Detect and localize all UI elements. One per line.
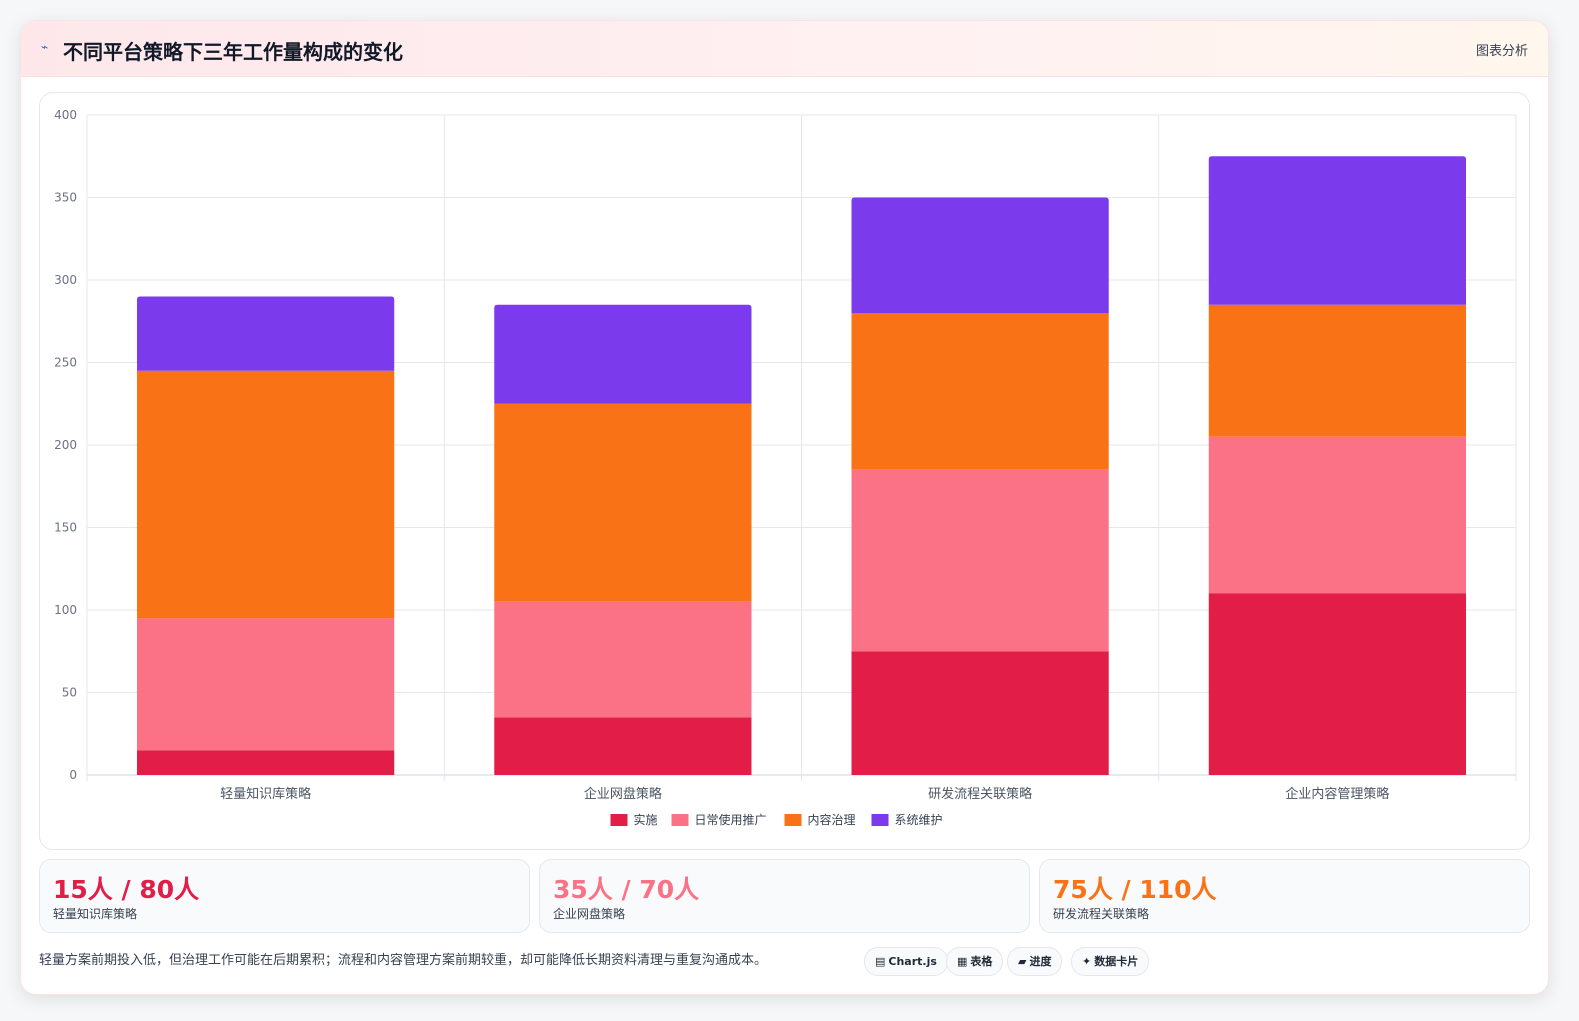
analysis-tag: 图表分析 (1475, 44, 1528, 59)
bar-segment (137, 296, 395, 371)
chip-progress[interactable]: ▰ 进度 (1007, 947, 1063, 976)
stat-label: 企业网盘策略 (553, 907, 626, 921)
y-tick-label: 200 (54, 438, 77, 452)
summary-note: 轻量方案前期投入低，但治理工作可能在后期累积；流程和内容管理方案前期较重，却可能… (39, 953, 768, 968)
bar-segment (494, 304, 752, 404)
bar-segment (137, 370, 395, 619)
legend-label: 内容治理 (808, 812, 856, 827)
chip-table[interactable]: ▦ 表格 (946, 947, 1004, 976)
stat-card-netdisk: 35人 / 70人 企业网盘策略 (539, 859, 1030, 933)
progress-icon: ▰ (1018, 955, 1027, 968)
bar-segment (1208, 304, 1466, 437)
y-tick-label: 400 (54, 108, 77, 122)
chip-data-card[interactable]: ✦ 数据卡片 (1071, 947, 1150, 976)
x-tick-label: 企业内容管理策略 (1285, 786, 1389, 802)
y-tick-label: 300 (54, 273, 77, 287)
x-tick-label: 研发流程关联策略 (928, 786, 1032, 802)
chart-icon: ▤ (875, 955, 886, 968)
y-tick-label: 150 (54, 521, 77, 535)
bar-segment (851, 469, 1109, 652)
chart-card: ⌁ 不同平台策略下三年工作量构成的变化 图表分析 0 50 100 150 200 250… (20, 20, 1549, 995)
chip-chartjs[interactable]: ▤ Chart.js (864, 947, 948, 976)
bar-segment (137, 750, 395, 775)
bar-segment (851, 651, 1109, 775)
chip-label: Chart.js (888, 955, 937, 968)
y-tick-label: 250 (54, 356, 77, 370)
legend-swatch (871, 814, 889, 826)
chip-label: 数据卡片 (1094, 955, 1139, 968)
card-header: ⌁ 不同平台策略下三年工作量构成的变化 图表分析 (21, 21, 1548, 77)
page-title: 不同平台策略下三年工作量构成的变化 (63, 40, 403, 64)
bar-segment (494, 601, 752, 718)
y-tick-label: 0 (69, 768, 77, 782)
chart-panel: 0 50 100 150 200 250 300 350 400 轻量知识库策略 企业网盘策略 研发流… (39, 92, 1530, 850)
legend-label: 实施 (634, 812, 658, 827)
x-tick-label: 企业网盘策略 (584, 786, 662, 802)
legend-swatch (784, 814, 802, 826)
stat-value: 35人 / 70人 (553, 875, 700, 904)
stat-label: 研发流程关联策略 (1053, 907, 1150, 921)
y-tick-label: 100 (54, 603, 77, 617)
bar-segment (851, 313, 1109, 470)
sparkle-icon: ✦ (1082, 955, 1092, 968)
stat-card-light-kb: 15人 / 80人 轻量知识库策略 (39, 859, 530, 933)
bar-segment (1208, 156, 1466, 305)
bar-segment (494, 403, 752, 602)
x-tick-label: 轻量知识库策略 (220, 786, 311, 802)
chip-label: 进度 (1029, 955, 1052, 968)
stat-label: 轻量知识库策略 (53, 907, 138, 921)
y-tick-label: 50 (62, 686, 77, 700)
legend-swatch (671, 814, 689, 826)
legend-swatch (610, 814, 628, 826)
bar-segment (1208, 436, 1466, 594)
legend-label: 系统维护 (895, 813, 943, 827)
bar-segment (851, 197, 1109, 313)
bar-segment (137, 618, 395, 751)
y-tick-label: 350 (54, 191, 77, 205)
chip-label: 表格 (970, 955, 993, 968)
stat-value: 75人 / 110人 (1053, 875, 1217, 904)
legend-label: 日常使用推广 (695, 812, 767, 827)
bar-segment (494, 717, 752, 775)
table-icon: ▦ (957, 955, 968, 968)
stacked-bar-chart: 0 50 100 150 200 250 300 350 400 轻量知识库策略 企业网盘策略 研发流… (54, 108, 1517, 827)
stat-card-rd-process: 75人 / 110人 研发流程关联策略 (1039, 859, 1530, 933)
bar-segment (1208, 593, 1466, 775)
stat-value: 15人 / 80人 (53, 875, 200, 904)
trend-icon: ⌁ (41, 40, 49, 54)
